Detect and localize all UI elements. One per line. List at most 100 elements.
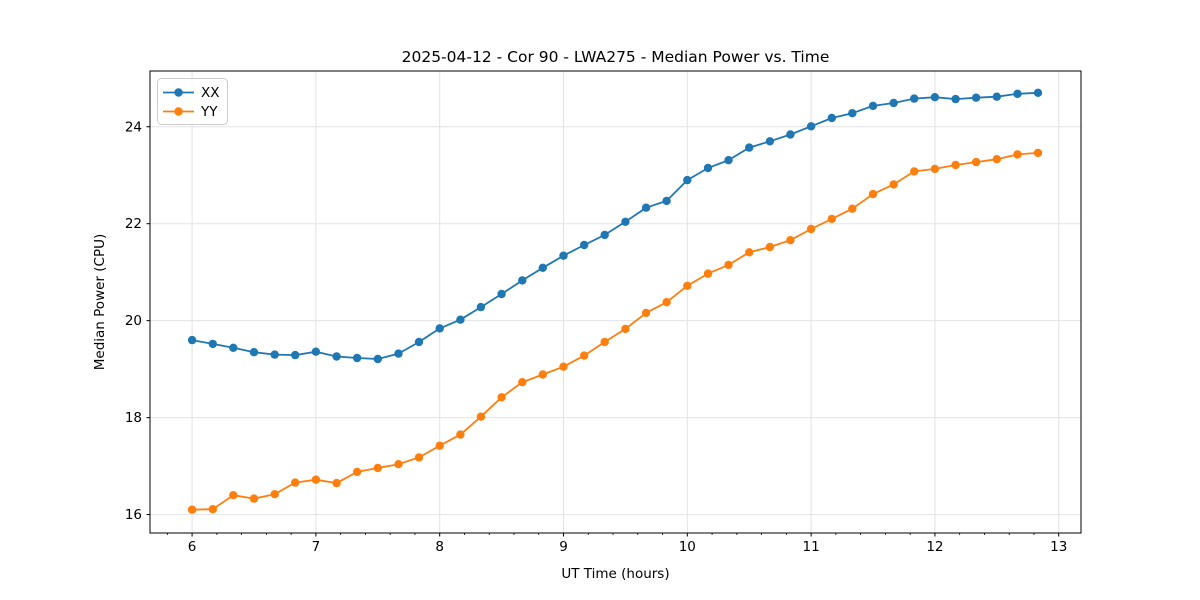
- data-point-marker-xx: [435, 324, 444, 333]
- data-point-marker-xx: [291, 350, 300, 360]
- legend: XX YY: [157, 78, 228, 125]
- data-point-marker-yy: [394, 460, 403, 469]
- data-point-marker-xx: [208, 339, 217, 349]
- grid-layer: [150, 71, 1081, 533]
- legend-marker-yy: [174, 107, 183, 116]
- data-point-marker-xx: [1013, 89, 1022, 99]
- data-point-marker-xx: [600, 230, 609, 240]
- x-tick-label: 6: [188, 539, 197, 555]
- data-point-marker-xx: [332, 352, 341, 361]
- data-point-marker-xx: [229, 343, 238, 352]
- data-point-marker-xx: [311, 347, 321, 356]
- data-point-marker-yy: [1033, 148, 1043, 158]
- x-tick-label: 7: [312, 539, 321, 555]
- x-tick-label: 10: [679, 539, 696, 555]
- data-point-marker-yy: [621, 324, 630, 334]
- data-point-marker-yy: [992, 155, 1001, 164]
- data-point-marker-xx: [703, 163, 713, 173]
- y-tick-label: 20: [125, 313, 142, 329]
- series-line-yy: [191, 152, 1039, 511]
- data-point-marker-xx: [580, 240, 589, 250]
- data-point-marker-yy: [414, 453, 424, 462]
- data-point-marker-xx: [889, 98, 898, 108]
- data-point-marker-xx: [662, 196, 671, 206]
- data-point-marker-xx: [848, 109, 857, 118]
- legend-label-yy: YY: [200, 104, 218, 120]
- data-point-marker-xx: [559, 251, 568, 260]
- data-point-marker-xx: [538, 263, 547, 272]
- data-point-marker-yy: [187, 505, 197, 514]
- data-point-marker-yy: [270, 490, 279, 499]
- data-point-marker-yy: [786, 236, 795, 245]
- data-point-marker-yy: [373, 463, 382, 473]
- data-point-marker-xx: [270, 350, 279, 359]
- data-point-marker-xx: [456, 315, 465, 324]
- data-point-marker-xx: [249, 348, 259, 357]
- x-tick-label: 13: [1050, 539, 1067, 555]
- data-point-marker-yy: [352, 467, 362, 477]
- data-point-marker-yy: [827, 214, 836, 224]
- data-point-marker-yy: [311, 475, 321, 484]
- data-point-marker-yy: [951, 160, 960, 170]
- data-point-marker-yy: [497, 393, 506, 402]
- chart-title: 2025-04-12 - Cor 90 - LWA275 - Median Po…: [402, 48, 830, 66]
- data-point-marker-yy: [291, 478, 300, 487]
- data-point-marker-xx: [352, 353, 362, 363]
- data-point-marker-xx: [868, 101, 878, 111]
- data-point-marker-xx: [724, 156, 733, 165]
- data-point-marker-yy: [745, 248, 754, 257]
- data-point-marker-yy: [249, 494, 259, 503]
- data-point-marker-xx: [476, 302, 486, 312]
- y-tick-label: 16: [125, 507, 142, 523]
- data-point-marker-xx: [394, 349, 403, 358]
- data-point-marker-xx: [683, 175, 692, 185]
- data-point-marker-xx: [910, 94, 919, 103]
- data-point-marker-yy: [208, 505, 217, 514]
- data-point-marker-yy: [435, 441, 444, 450]
- data-point-marker-yy: [910, 167, 919, 176]
- data-point-marker-xx: [1033, 88, 1043, 98]
- y-tick-label: 22: [125, 216, 142, 232]
- data-point-marker-xx: [187, 335, 197, 345]
- y-tick-label: 18: [125, 410, 142, 426]
- data-point-marker-xx: [745, 143, 754, 152]
- data-point-marker-yy: [971, 157, 981, 167]
- data-point-marker-yy: [476, 412, 486, 421]
- data-point-marker-yy: [641, 308, 651, 318]
- data-point-marker-xx: [806, 122, 816, 131]
- data-point-marker-yy: [703, 269, 713, 278]
- legend-entry-xx: XX: [163, 85, 220, 101]
- data-point-marker-yy: [580, 351, 589, 360]
- data-point-marker-xx: [827, 113, 836, 123]
- data-point-marker-yy: [662, 298, 671, 307]
- legend-entry-yy: YY: [163, 104, 218, 120]
- data-point-marker-yy: [848, 204, 857, 213]
- data-point-marker-yy: [229, 491, 238, 500]
- data-point-marker-yy: [456, 430, 465, 439]
- x-tick-label: 9: [559, 539, 568, 555]
- data-point-marker-xx: [786, 130, 795, 139]
- data-point-marker-xx: [373, 354, 382, 364]
- data-point-marker-yy: [806, 224, 816, 234]
- data-point-marker-xx: [414, 337, 424, 347]
- x-axis-label: UT Time (hours): [561, 566, 669, 582]
- series-layer: [187, 88, 1043, 514]
- x-tick-label: 11: [803, 539, 820, 555]
- data-point-marker-yy: [1013, 150, 1022, 159]
- data-point-marker-xx: [518, 276, 527, 285]
- data-point-marker-yy: [538, 370, 547, 379]
- y-tick-label: 24: [125, 119, 142, 135]
- data-point-marker-yy: [600, 337, 609, 347]
- data-point-marker-yy: [889, 180, 898, 189]
- data-point-marker-xx: [497, 289, 506, 299]
- data-point-marker-xx: [641, 203, 651, 212]
- data-point-marker-yy: [559, 362, 568, 371]
- data-point-marker-xx: [765, 137, 775, 146]
- data-point-marker-yy: [868, 189, 878, 199]
- x-tick-label: 8: [435, 539, 444, 555]
- x-tick-label: 12: [926, 539, 943, 555]
- data-point-marker-yy: [518, 378, 527, 387]
- data-point-marker-yy: [765, 242, 775, 252]
